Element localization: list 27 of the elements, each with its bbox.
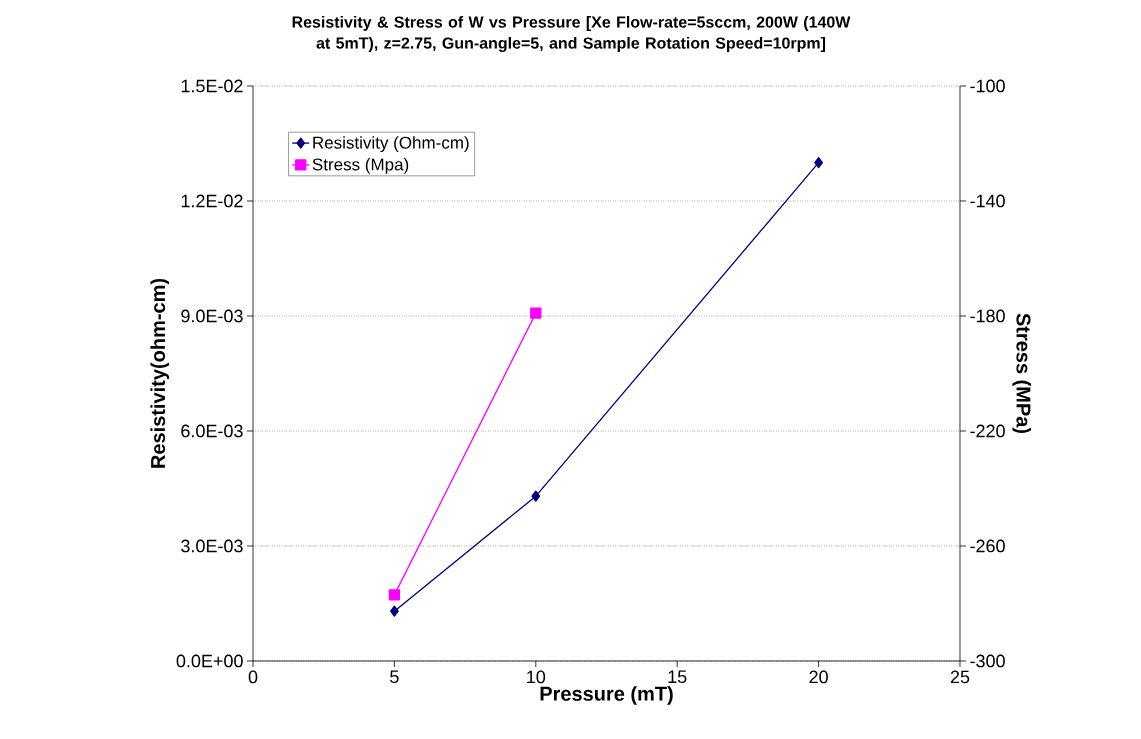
- x-axis-title: Pressure (mT): [540, 686, 673, 705]
- y-tick-label: 3.0E-03: [181, 539, 243, 553]
- y2-tick-label: -140: [970, 194, 1005, 208]
- y-tick-label: 9.0E-03: [181, 309, 243, 323]
- x-tick-label: 5: [390, 670, 399, 684]
- x-tick-label: 20: [809, 670, 828, 684]
- y-tick-label: 1.2E-02: [181, 194, 243, 208]
- point: [390, 605, 399, 617]
- legend-label: Stress (Mpa): [312, 158, 409, 174]
- point: [814, 157, 823, 169]
- y2-tick-label: -100: [970, 79, 1005, 93]
- y2-axis-title: Stress (MPa): [1012, 313, 1032, 434]
- legend-label: Resistivity (Ohm-cm): [313, 136, 469, 153]
- y2-tick-label: -180: [970, 309, 1005, 323]
- x-tick-label: 15: [668, 670, 687, 684]
- x-tick-label: 10: [527, 670, 546, 684]
- y-tick-label: 1.5E-02: [181, 79, 243, 93]
- chart-title: Resistivity & Stress of W vs Pressure [Xe Flow-rate=5sccm, 200W (140W at 5mT), z=2.75, Gun-angle=5, and Sample Rotation Speed=10rpm]: [292, 16, 851, 52]
- y2-tick-label: -220: [970, 424, 1005, 438]
- y-tick-label: 0.0E+00: [176, 654, 243, 668]
- point: [531, 490, 541, 502]
- y2-tick-label: -300: [970, 654, 1005, 668]
- y2-tick-label: -260: [970, 539, 1005, 553]
- x-tick-label: 25: [950, 670, 970, 684]
- y-tick-label: 6.0E-03: [181, 424, 243, 438]
- x-tick-label: 0: [248, 670, 258, 684]
- y-axis-title: Resistivity(ohm-cm): [150, 278, 170, 468]
